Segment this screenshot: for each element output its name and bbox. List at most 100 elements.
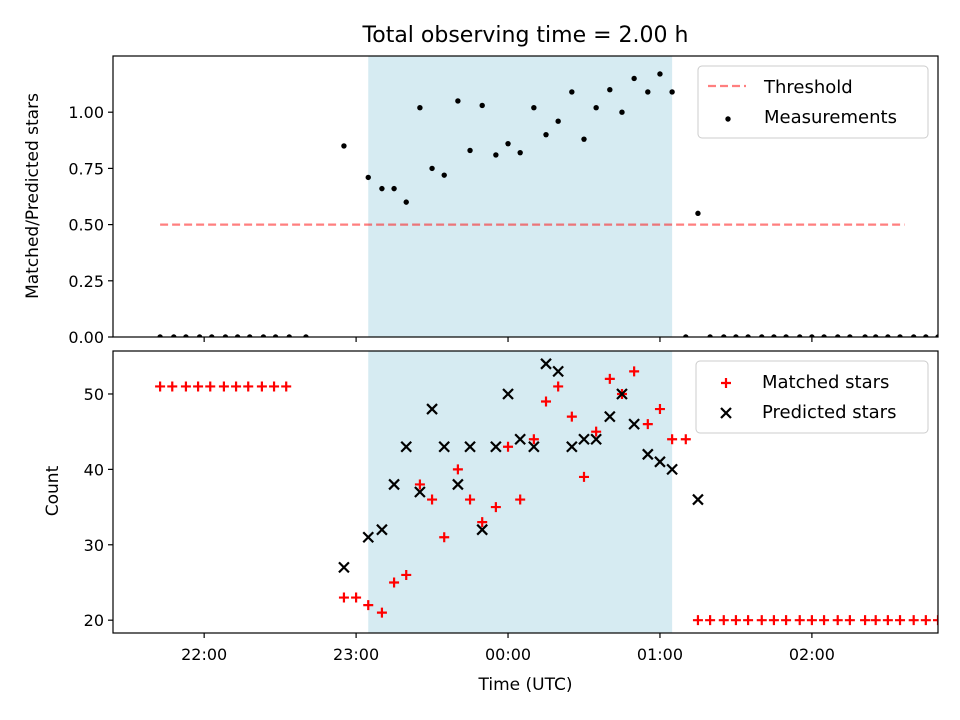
data-point xyxy=(692,615,703,626)
data-point xyxy=(391,185,397,192)
x-tick-label: 22:00 xyxy=(181,645,227,664)
data-point xyxy=(479,102,485,109)
data-point xyxy=(338,592,349,603)
series-measurements xyxy=(157,71,938,337)
data-point xyxy=(515,494,526,505)
data-point xyxy=(426,403,438,415)
data-point xyxy=(180,381,191,392)
data-point xyxy=(517,149,523,156)
data-point xyxy=(657,71,663,77)
y-tick-label: 0.00 xyxy=(68,328,104,347)
data-point xyxy=(260,334,267,337)
data-point xyxy=(338,561,350,574)
data-point xyxy=(781,615,792,626)
data-point xyxy=(897,334,903,337)
data-point xyxy=(552,365,564,378)
series-predicted-stars xyxy=(338,358,704,574)
data-point xyxy=(683,334,689,337)
data-point xyxy=(365,174,371,181)
data-point xyxy=(604,410,616,423)
legend-predicted-swatch xyxy=(720,407,732,419)
data-point xyxy=(528,440,540,453)
data-point xyxy=(218,381,229,392)
data-point xyxy=(505,140,511,147)
observing-window-span xyxy=(368,56,673,337)
data-point xyxy=(631,75,637,82)
data-point xyxy=(718,615,729,626)
data-point xyxy=(388,478,400,491)
legend-box xyxy=(697,65,929,139)
data-point xyxy=(743,615,754,626)
data-point xyxy=(870,615,881,626)
data-point xyxy=(272,334,279,337)
y-tick-label: 50 xyxy=(84,385,104,404)
data-point xyxy=(171,334,177,337)
data-point xyxy=(591,426,602,437)
bottom-y-axis-label: Count xyxy=(43,465,63,516)
data-point xyxy=(566,440,578,453)
y-tick-label: 0.25 xyxy=(68,272,104,291)
data-point xyxy=(363,600,374,611)
legend-label: Threshold xyxy=(763,77,853,98)
data-point xyxy=(809,334,815,337)
data-point xyxy=(669,89,675,95)
x-tick-label: 00:00 xyxy=(485,645,531,664)
plot-area xyxy=(155,351,938,633)
data-point xyxy=(376,607,387,618)
data-point xyxy=(695,210,701,217)
data-point xyxy=(209,334,215,337)
data-point xyxy=(616,388,628,400)
data-point xyxy=(642,419,653,430)
legend: Threshold Measurements xyxy=(697,65,929,139)
y-tick-label: 30 xyxy=(84,536,104,555)
data-point xyxy=(910,334,917,337)
data-point xyxy=(794,615,805,626)
data-point xyxy=(578,471,589,482)
legend: Matched stars Predicted stars xyxy=(695,360,929,434)
series-matched-stars xyxy=(155,366,938,626)
data-point xyxy=(464,440,476,453)
data-point xyxy=(566,411,577,422)
data-point xyxy=(441,172,447,178)
y-tick-label: 40 xyxy=(84,460,104,479)
legend-label: Matched stars xyxy=(762,372,889,393)
data-point xyxy=(860,615,871,626)
data-point xyxy=(490,440,502,453)
data-point xyxy=(733,334,739,337)
data-point xyxy=(243,381,254,392)
legend-measurements-swatch xyxy=(725,116,731,122)
legend-label: Measurements xyxy=(764,107,897,128)
data-point xyxy=(654,456,666,468)
data-point xyxy=(680,434,691,445)
data-point xyxy=(476,523,488,536)
data-point xyxy=(269,381,280,392)
data-point xyxy=(455,98,461,104)
data-point xyxy=(555,118,561,124)
data-point xyxy=(604,373,615,384)
data-point xyxy=(667,434,678,445)
data-point xyxy=(873,334,879,337)
chart-title: Total observing time = 2.00 h xyxy=(362,23,689,48)
data-point xyxy=(427,494,438,505)
top-y-axis-label: Matched/Predicted stars xyxy=(23,93,43,299)
data-point xyxy=(581,136,587,142)
data-point xyxy=(933,615,938,626)
data-point xyxy=(862,334,868,337)
data-point xyxy=(543,131,549,138)
data-point xyxy=(705,615,716,626)
data-point xyxy=(231,381,242,392)
axes-frame xyxy=(112,350,939,634)
data-point xyxy=(531,105,537,111)
data-point xyxy=(493,152,499,158)
data-point xyxy=(707,334,713,337)
data-point xyxy=(569,89,575,95)
data-point xyxy=(882,615,893,626)
data-point xyxy=(847,334,853,337)
data-point xyxy=(593,105,599,111)
data-point xyxy=(429,165,435,172)
data-point xyxy=(439,532,450,543)
data-point xyxy=(759,334,765,337)
data-point xyxy=(286,334,292,337)
data-point xyxy=(908,615,919,626)
